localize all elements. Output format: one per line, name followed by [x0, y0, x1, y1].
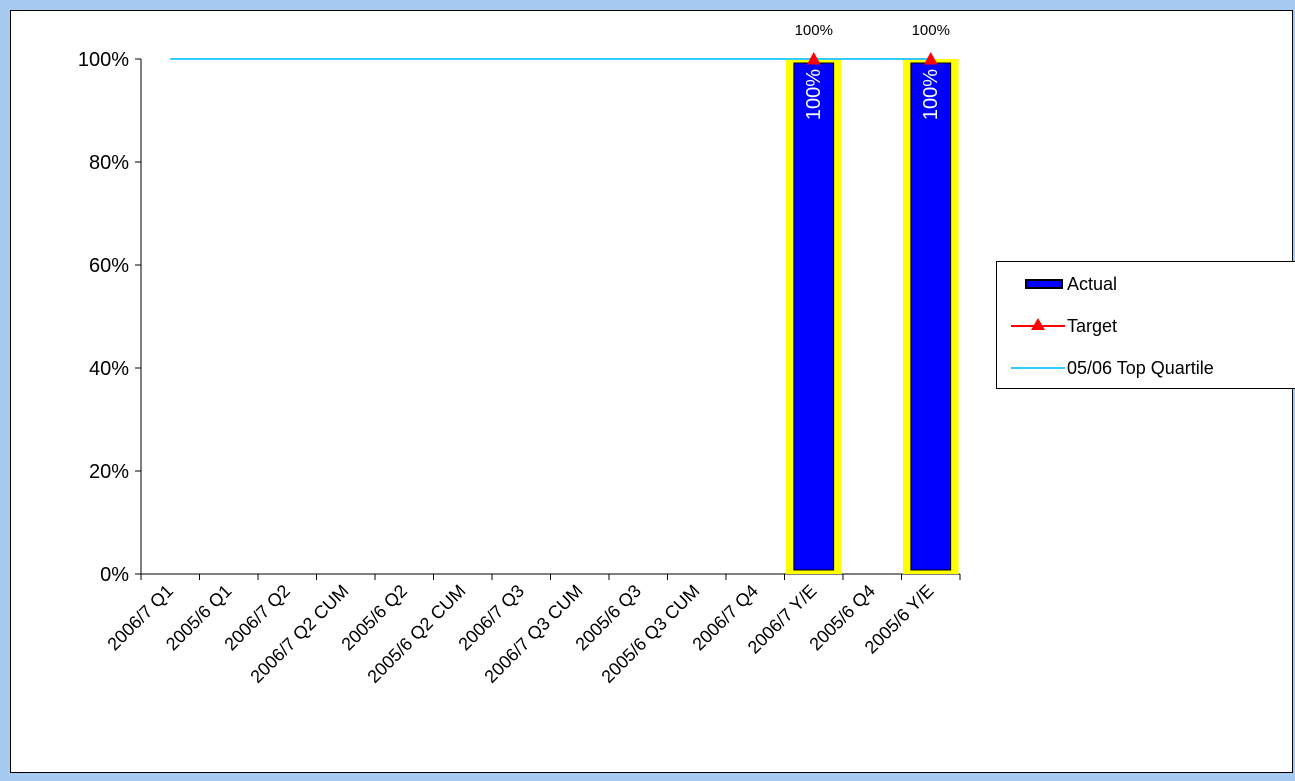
y-tick-label: 0% [100, 564, 129, 586]
legend-label-actual: Actual [1067, 273, 1118, 294]
legend-item-top-quartile: 05/06 Top Quartile [1007, 356, 1214, 380]
bar [793, 62, 835, 571]
x-tick-label: 2006/7 Q2 CUM [246, 581, 352, 687]
target-data-label: 100% [912, 22, 950, 39]
y-tick-label: 40% [89, 358, 129, 380]
y-tick-label: 20% [89, 461, 129, 483]
x-tick-label: 2005/6 Q2 CUM [363, 581, 469, 687]
legend-key-top-quartile [1007, 356, 1065, 380]
x-tick-label: 2005/6 Q3 CUM [597, 581, 703, 687]
legend-key-actual [1007, 272, 1065, 296]
legend-key-target [1007, 314, 1065, 338]
legend-label-target: Target [1067, 315, 1118, 336]
x-tick-label: 2006/7 Q3 CUM [480, 581, 586, 687]
y-tick-label: 80% [89, 152, 129, 174]
legend-item-actual: Actual [1007, 272, 1117, 296]
bar-data-label: 100% [920, 69, 942, 120]
legend: Actual Target 05/06 Top Quartile [996, 261, 1295, 389]
y-tick-label: 60% [89, 255, 129, 277]
bar-data-label: 100% [803, 69, 825, 120]
chart-frame: 0% 20% 40% 60% 80% 100% 2006/7 Q1 2005/6 Q1 2006… [10, 10, 1295, 773]
legend-item-target: Target [1007, 314, 1117, 338]
target-data-label: 100% [795, 22, 833, 39]
target-marker [923, 51, 938, 65]
target-marker [806, 51, 821, 65]
bar [910, 62, 952, 571]
y-tick-label: 100% [78, 49, 129, 71]
legend-label-top-quartile: 05/06 Top Quartile [1067, 357, 1214, 378]
